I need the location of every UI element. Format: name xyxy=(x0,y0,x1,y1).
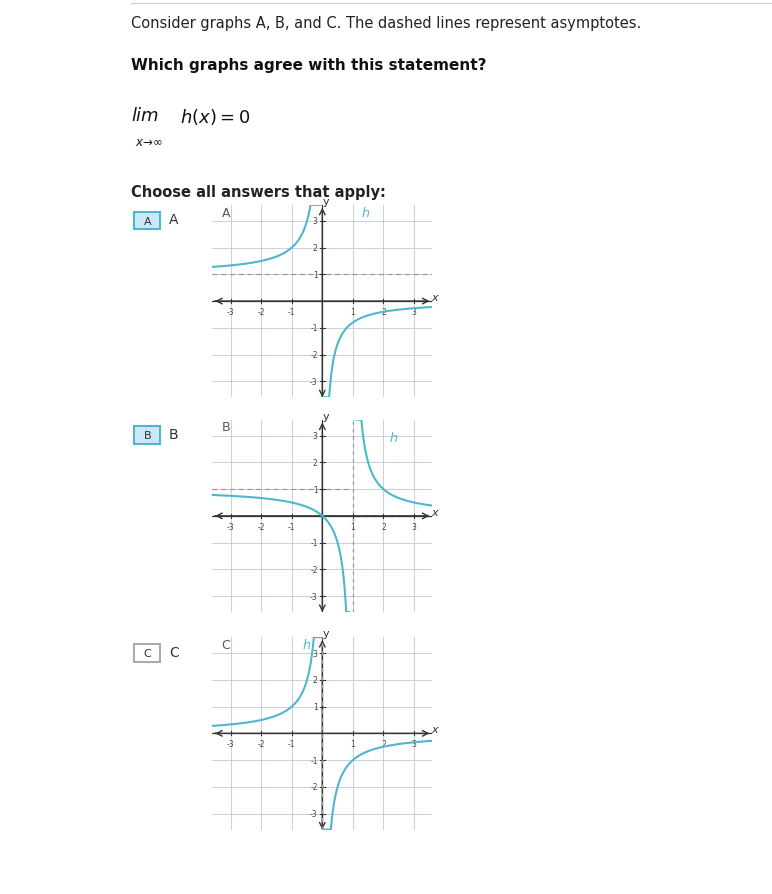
Text: x: x xyxy=(431,507,438,518)
Text: 3: 3 xyxy=(411,522,416,531)
Text: C: C xyxy=(144,648,151,658)
Text: Which graphs agree with this statement?: Which graphs agree with this statement? xyxy=(131,57,486,72)
Text: y: y xyxy=(323,628,330,638)
Text: A: A xyxy=(222,207,230,219)
Text: $h(x) = 0$: $h(x) = 0$ xyxy=(180,107,250,127)
Text: x: x xyxy=(431,724,438,735)
Text: -1: -1 xyxy=(310,538,318,547)
Text: B: B xyxy=(169,427,178,442)
Text: 1: 1 xyxy=(313,271,318,280)
Text: 2: 2 xyxy=(381,522,386,531)
Text: -2: -2 xyxy=(257,739,265,748)
Text: A: A xyxy=(169,213,178,227)
Text: 3: 3 xyxy=(411,739,416,748)
Text: 2: 2 xyxy=(313,459,318,468)
Text: $x\!\to\!\infty$: $x\!\to\!\infty$ xyxy=(135,136,164,148)
Text: 1: 1 xyxy=(350,308,355,316)
Text: 1: 1 xyxy=(350,522,355,531)
Text: -3: -3 xyxy=(227,308,235,316)
Text: C: C xyxy=(169,645,179,659)
Text: 2: 2 xyxy=(313,244,318,253)
Text: B: B xyxy=(144,431,151,441)
Text: -1: -1 xyxy=(288,522,296,531)
Text: -3: -3 xyxy=(310,377,318,386)
Text: y: y xyxy=(323,197,330,207)
Text: A: A xyxy=(144,216,151,226)
Text: B: B xyxy=(222,421,230,434)
Text: -1: -1 xyxy=(310,324,318,333)
Text: -2: -2 xyxy=(257,522,265,531)
Text: 1: 1 xyxy=(350,739,355,748)
Text: x: x xyxy=(431,292,438,303)
Text: 3: 3 xyxy=(313,432,318,441)
Text: -3: -3 xyxy=(227,522,235,531)
Text: h: h xyxy=(303,638,310,651)
Text: 1: 1 xyxy=(313,703,318,712)
FancyBboxPatch shape xyxy=(134,427,160,444)
Text: -1: -1 xyxy=(288,739,296,748)
Text: -1: -1 xyxy=(288,308,296,316)
Text: y: y xyxy=(323,411,330,421)
Text: -2: -2 xyxy=(310,565,318,574)
Text: h: h xyxy=(390,432,398,444)
Text: 3: 3 xyxy=(313,649,318,658)
Text: 3: 3 xyxy=(313,217,318,226)
Text: -1: -1 xyxy=(310,755,318,764)
Text: Consider graphs A, B, and C. The dashed lines represent asymptotes.: Consider graphs A, B, and C. The dashed … xyxy=(131,16,642,31)
Text: C: C xyxy=(222,638,230,651)
Text: 2: 2 xyxy=(381,308,386,316)
Text: lim: lim xyxy=(131,107,159,125)
Text: 1: 1 xyxy=(313,485,318,494)
Text: -3: -3 xyxy=(310,809,318,818)
Text: Choose all answers that apply:: Choose all answers that apply: xyxy=(131,185,386,200)
Text: -2: -2 xyxy=(310,782,318,791)
Text: -3: -3 xyxy=(310,592,318,601)
Text: 2: 2 xyxy=(313,676,318,685)
FancyBboxPatch shape xyxy=(134,645,160,662)
Text: -2: -2 xyxy=(257,308,265,316)
Text: -3: -3 xyxy=(227,739,235,748)
Text: 3: 3 xyxy=(411,308,416,316)
Text: -2: -2 xyxy=(310,350,318,359)
Text: 2: 2 xyxy=(381,739,386,748)
Text: h: h xyxy=(362,207,370,219)
FancyBboxPatch shape xyxy=(134,212,160,231)
